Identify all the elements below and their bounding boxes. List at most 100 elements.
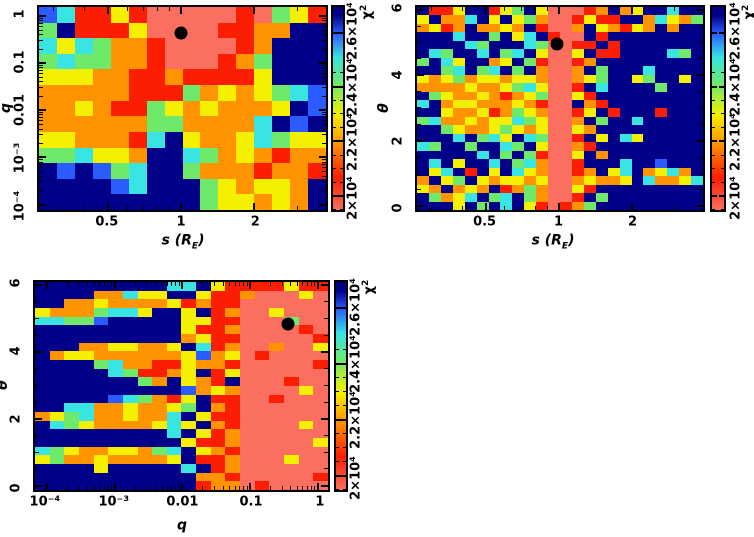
heatmap-cell xyxy=(536,66,549,75)
heatmap-theta-vs-q xyxy=(33,280,330,492)
heatmap-cell xyxy=(464,32,477,41)
heatmap-cell xyxy=(56,53,75,70)
heatmap-cell xyxy=(524,184,537,194)
heatmap-cell xyxy=(440,184,453,194)
heatmap-cell xyxy=(122,386,138,395)
heatmap-cell xyxy=(137,282,153,291)
axis-tick xyxy=(157,206,159,210)
axis-tick xyxy=(417,156,421,158)
heatmap-cell xyxy=(524,74,537,84)
heatmap-cell xyxy=(240,481,255,490)
heatmap-cell xyxy=(64,325,79,334)
heatmap-cell xyxy=(254,325,270,334)
heatmap-cell xyxy=(308,53,326,70)
heatmap-cell xyxy=(108,299,123,308)
heatmap-cell xyxy=(631,159,644,168)
heatmap-cell xyxy=(166,308,182,317)
heatmap-cell xyxy=(35,481,50,490)
axis-tick xyxy=(322,64,326,66)
heatmap-cell xyxy=(536,74,549,84)
axis-tick xyxy=(39,15,46,18)
heatmap-cell xyxy=(210,429,226,438)
heatmap-cell xyxy=(679,142,692,151)
heatmap-cell xyxy=(196,377,211,386)
heatmap-cell xyxy=(284,308,299,317)
heatmap-cell xyxy=(137,455,153,464)
heatmap-cell xyxy=(272,163,291,179)
axis-tick xyxy=(322,117,326,119)
axis-tick xyxy=(39,64,43,66)
heatmap-cell xyxy=(476,176,489,185)
heatmap-cell xyxy=(571,7,584,16)
heatmap-cell xyxy=(166,342,182,352)
heatmap-cell xyxy=(93,342,109,352)
heatmap-cell xyxy=(78,403,94,412)
heatmap-cell xyxy=(643,201,656,210)
axis-tick xyxy=(39,117,43,119)
axis-tick xyxy=(181,282,184,289)
heatmap-cell xyxy=(166,386,182,395)
heatmap-cell xyxy=(146,178,165,195)
heatmap-cell xyxy=(417,15,429,24)
heatmap-cell xyxy=(536,167,549,177)
heatmap-cell xyxy=(595,74,608,84)
heatmap-cell xyxy=(524,167,537,177)
heatmap-cell xyxy=(254,290,270,300)
heatmap-cell xyxy=(691,116,703,126)
heatmap-cell xyxy=(655,116,668,126)
axis-tick xyxy=(343,489,346,491)
axis-tick xyxy=(546,206,548,210)
heatmap-cell xyxy=(643,15,656,24)
axis-tick xyxy=(290,282,292,286)
heatmap-cell xyxy=(679,83,692,92)
heatmap-cell xyxy=(476,32,489,41)
heatmap-cell xyxy=(182,100,201,117)
heatmap-cell xyxy=(152,420,167,430)
axis-tick xyxy=(39,112,43,114)
heatmap-cell xyxy=(210,377,226,386)
axis-tick xyxy=(322,134,326,136)
heatmap-cell xyxy=(667,66,680,75)
heatmap-cell xyxy=(464,193,477,202)
heatmap-cell xyxy=(464,159,477,168)
heatmap-cell xyxy=(290,69,309,86)
heatmap-cell xyxy=(607,133,620,143)
heatmap-cell xyxy=(428,116,441,126)
heatmap-cell xyxy=(108,420,123,430)
heatmap-cell xyxy=(440,159,453,168)
heatmap-cell xyxy=(464,100,477,109)
heatmap-cell xyxy=(182,69,201,86)
heatmap-cell xyxy=(35,299,50,308)
heatmap-cell xyxy=(500,184,513,194)
heatmap-cell xyxy=(218,116,237,132)
axis-tick xyxy=(343,405,346,407)
heatmap-cell xyxy=(64,377,79,386)
heatmap-cell xyxy=(631,116,644,126)
axis-tick xyxy=(39,175,43,177)
axis-tick xyxy=(297,486,299,490)
axis-tick xyxy=(322,34,326,36)
heatmap-cell xyxy=(298,481,314,490)
heatmap-cell xyxy=(452,116,465,126)
axis-tick xyxy=(520,7,522,11)
axis-tick xyxy=(222,486,224,490)
heatmap-cell xyxy=(78,368,94,378)
heatmap-cell xyxy=(56,22,75,39)
heatmap-cell xyxy=(269,412,285,421)
heatmap-cell xyxy=(512,40,525,50)
axis-tick xyxy=(712,181,715,183)
heatmap-cell xyxy=(313,342,328,352)
axis-tick xyxy=(417,58,421,60)
heatmap-cell xyxy=(146,38,165,54)
heatmap-cell xyxy=(667,83,680,92)
heatmap-cell xyxy=(236,147,255,164)
heatmap-cell xyxy=(452,150,465,160)
heatmap-cell xyxy=(488,142,501,151)
heatmap-cell xyxy=(240,455,255,464)
heatmap-cell xyxy=(39,22,57,39)
heatmap-cell xyxy=(240,420,255,430)
heatmap-cell xyxy=(476,116,489,126)
heatmap-cell xyxy=(254,53,273,70)
heatmap-cell xyxy=(512,49,525,58)
axis-tick xyxy=(322,26,326,28)
